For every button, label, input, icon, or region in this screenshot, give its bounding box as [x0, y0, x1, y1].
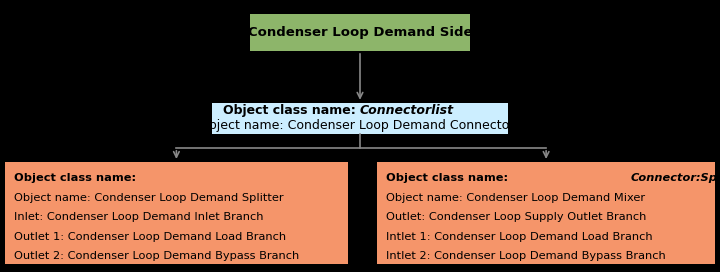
Text: Condenser Loop Demand Side: Condenser Loop Demand Side — [248, 26, 472, 39]
Text: Intlet 2: Condenser Loop Demand Bypass Branch: Intlet 2: Condenser Loop Demand Bypass B… — [386, 252, 666, 261]
Text: Object name: Condenser Loop Demand Connectors: Object name: Condenser Loop Demand Conne… — [199, 119, 521, 132]
Text: Object class name:: Object class name: — [223, 104, 360, 118]
Text: Outlet 2: Condenser Loop Demand Bypass Branch: Outlet 2: Condenser Loop Demand Bypass B… — [14, 252, 299, 261]
Text: Object name: Condenser Loop Demand Splitter: Object name: Condenser Loop Demand Split… — [14, 193, 283, 203]
FancyBboxPatch shape — [251, 14, 470, 51]
FancyBboxPatch shape — [5, 162, 348, 264]
Text: Object class name:: Object class name: — [386, 173, 512, 183]
Text: Connector:Splitter: Connector:Splitter — [631, 173, 720, 183]
Text: Connectorlist: Connectorlist — [360, 104, 454, 118]
Text: Inlet: Condenser Loop Demand Inlet Branch: Inlet: Condenser Loop Demand Inlet Branc… — [14, 212, 264, 222]
Text: Intlet 1: Condenser Loop Demand Load Branch: Intlet 1: Condenser Loop Demand Load Bra… — [386, 232, 652, 242]
Text: Object name: Condenser Loop Demand Mixer: Object name: Condenser Loop Demand Mixer — [386, 193, 645, 203]
FancyBboxPatch shape — [377, 162, 715, 264]
FancyBboxPatch shape — [212, 103, 508, 134]
Text: Outlet: Condenser Loop Supply Outlet Branch: Outlet: Condenser Loop Supply Outlet Bra… — [386, 212, 647, 222]
Text: Object class name:: Object class name: — [14, 173, 140, 183]
Text: Outlet 1: Condenser Loop Demand Load Branch: Outlet 1: Condenser Loop Demand Load Bra… — [14, 232, 286, 242]
